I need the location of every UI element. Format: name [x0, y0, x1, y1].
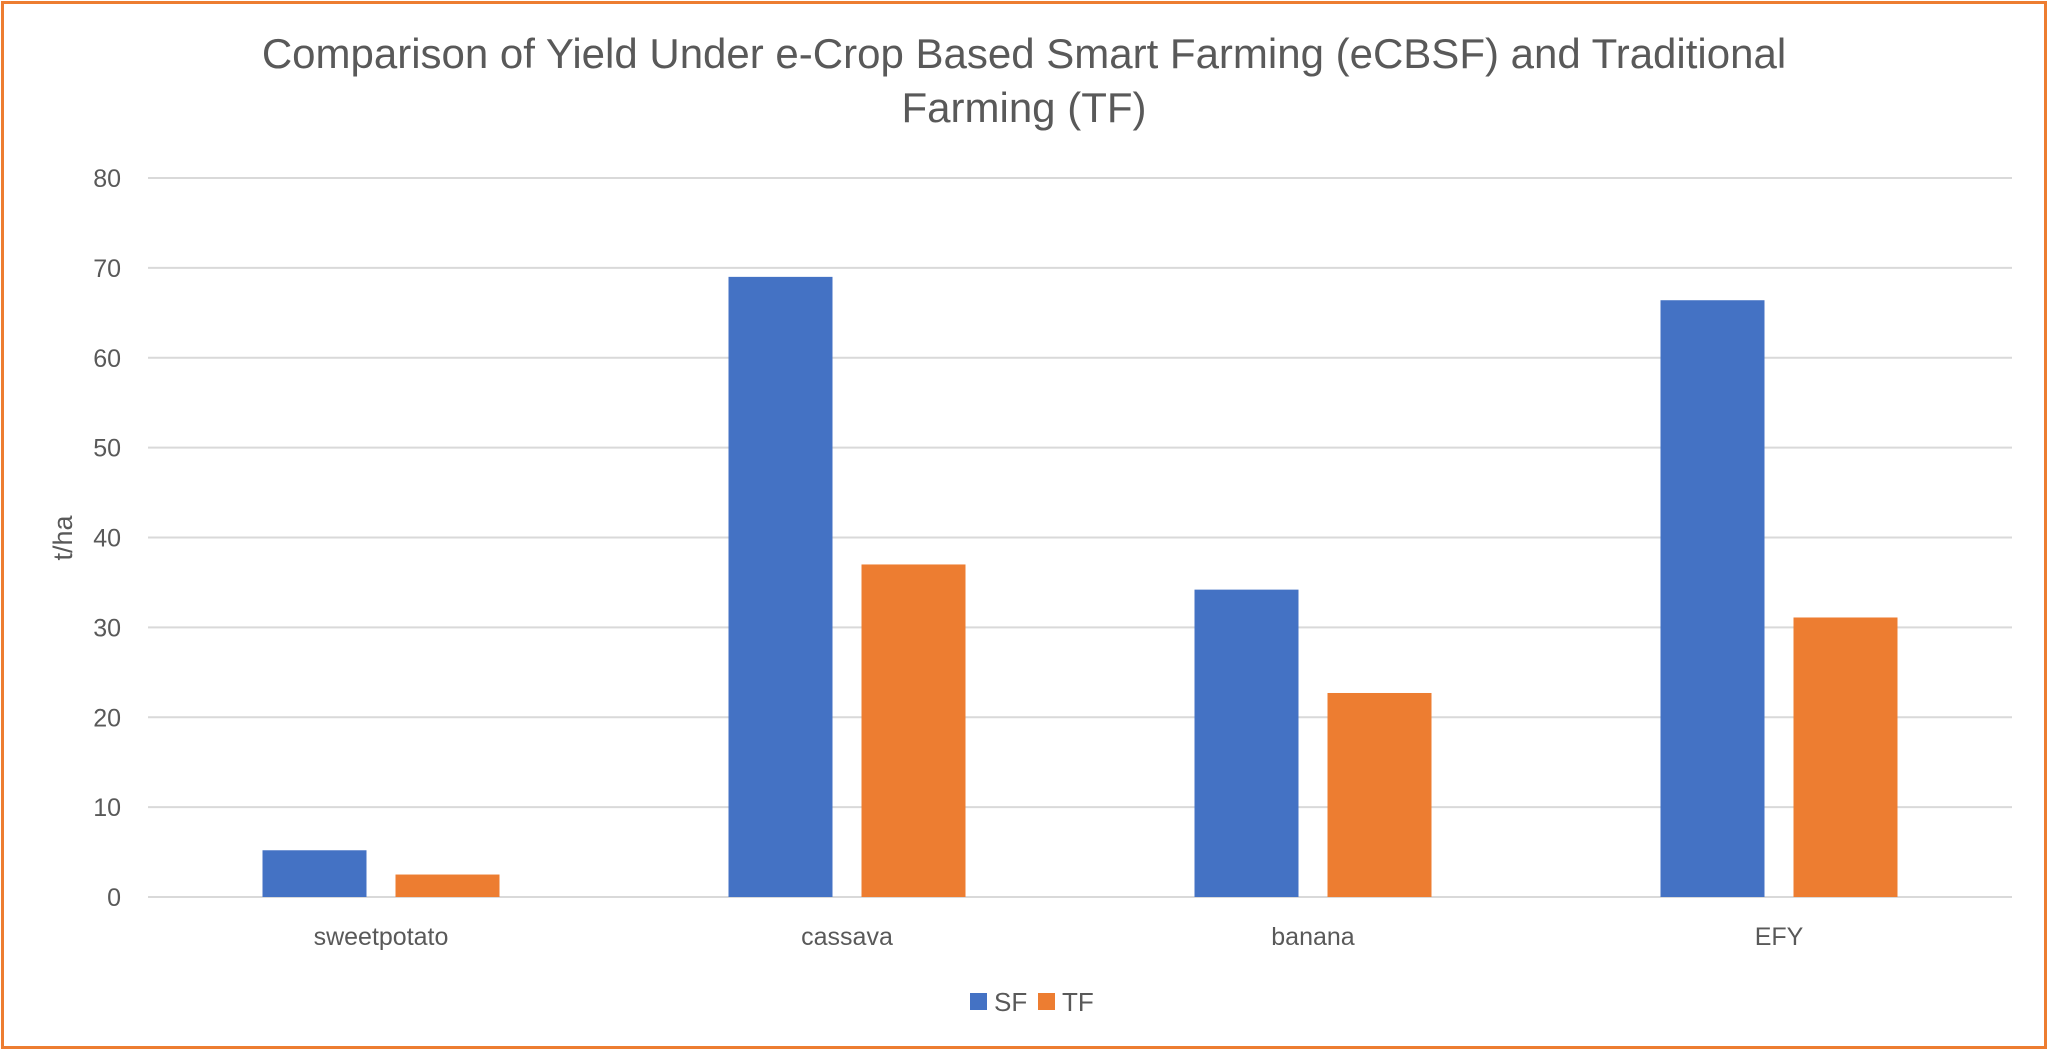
bars [262, 276, 1898, 898]
y-tick-label: 80 [93, 165, 121, 193]
x-tick-label: banana [1271, 923, 1355, 951]
bar-sf-efy [1660, 300, 1765, 898]
legend-swatch-sf [970, 993, 987, 1010]
legend-label-sf: SF [994, 987, 1027, 1017]
y-tick-label: 60 [93, 345, 121, 373]
legend-swatch-tf [1038, 993, 1055, 1010]
chart-title-line-2: Farming (TF) [902, 84, 1147, 131]
bar-tf-efy [1793, 617, 1898, 897]
y-tick-label: 0 [107, 884, 121, 912]
y-tick-label: 10 [93, 794, 121, 822]
y-axis-ticks: 0 10 20 30 40 50 60 70 80 [93, 165, 121, 912]
bar-sf-sweetpotato [262, 850, 367, 897]
bar-sf-banana [1194, 589, 1299, 897]
x-tick-label: EFY [1755, 923, 1804, 951]
y-tick-label: 20 [93, 704, 121, 732]
legend-label-tf: TF [1062, 987, 1094, 1017]
x-tick-label: sweetpotato [314, 923, 449, 951]
bar-sf-cassava [728, 276, 833, 897]
bar-tf-sweetpotato [395, 874, 500, 897]
y-tick-label: 50 [93, 435, 121, 463]
y-tick-label: 70 [93, 255, 121, 283]
bar-tf-cassava [861, 564, 966, 897]
legend: SF TF [970, 987, 1094, 1017]
bar-tf-banana [1327, 692, 1432, 897]
y-axis-title: t/ha [48, 515, 78, 561]
y-tick-label: 40 [93, 525, 121, 553]
y-tick-label: 30 [93, 614, 121, 642]
x-tick-label: cassava [801, 923, 893, 951]
chart-title-line-1: Comparison of Yield Under e-Crop Based S… [262, 30, 1786, 77]
x-axis-ticks: sweetpotato cassava banana EFY [314, 923, 1804, 951]
